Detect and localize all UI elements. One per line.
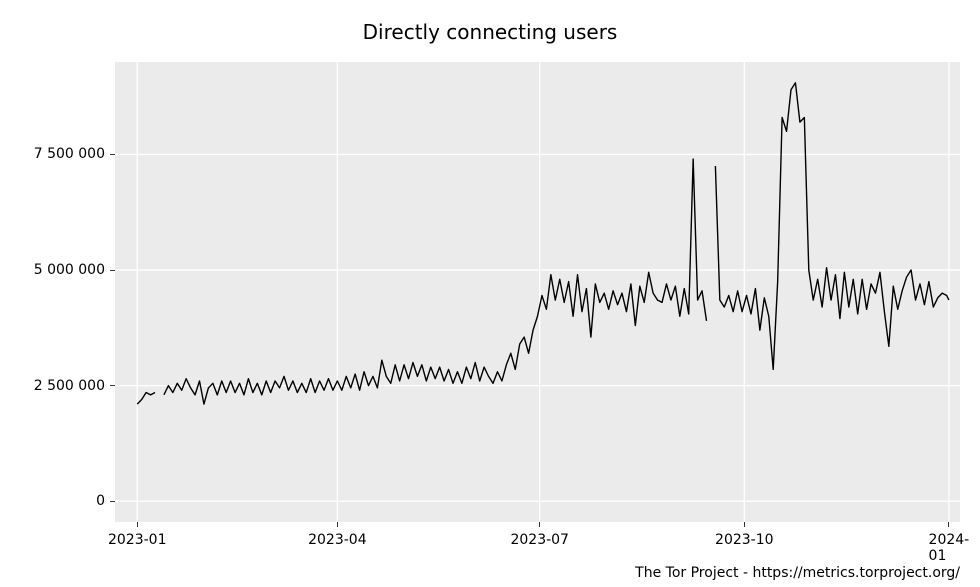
x-tick-label: 2023-04 — [308, 532, 367, 548]
x-tick-mark — [948, 522, 949, 527]
x-tick-label: 2023-10 — [715, 532, 774, 548]
y-tick-label: 7 500 000 — [15, 146, 105, 162]
plot-area — [115, 62, 960, 522]
y-tick-label: 0 — [15, 493, 105, 509]
y-tick-label: 2 500 000 — [15, 378, 105, 394]
chart-title: Directly connecting users — [0, 20, 980, 44]
data-line — [164, 159, 707, 404]
x-tick-label: 2024-01 — [929, 532, 970, 564]
x-tick-label: 2023-07 — [510, 532, 569, 548]
y-tick-mark — [110, 270, 115, 271]
chart-container: Directly connecting users 0 2 500 000 5 00… — [0, 0, 980, 587]
x-tick-mark — [539, 522, 540, 527]
x-tick-mark — [137, 522, 138, 527]
y-tick-label: 5 000 000 — [15, 262, 105, 278]
x-tick-mark — [744, 522, 745, 527]
data-line — [715, 83, 948, 370]
y-tick-mark — [110, 501, 115, 502]
x-tick-mark — [337, 522, 338, 527]
x-tick-label: 2023-01 — [108, 532, 167, 548]
y-tick-mark — [110, 385, 115, 386]
plot-svg — [115, 62, 960, 522]
y-tick-mark — [110, 154, 115, 155]
data-line — [137, 393, 155, 405]
chart-caption: The Tor Project - https://metrics.torpro… — [635, 565, 960, 581]
